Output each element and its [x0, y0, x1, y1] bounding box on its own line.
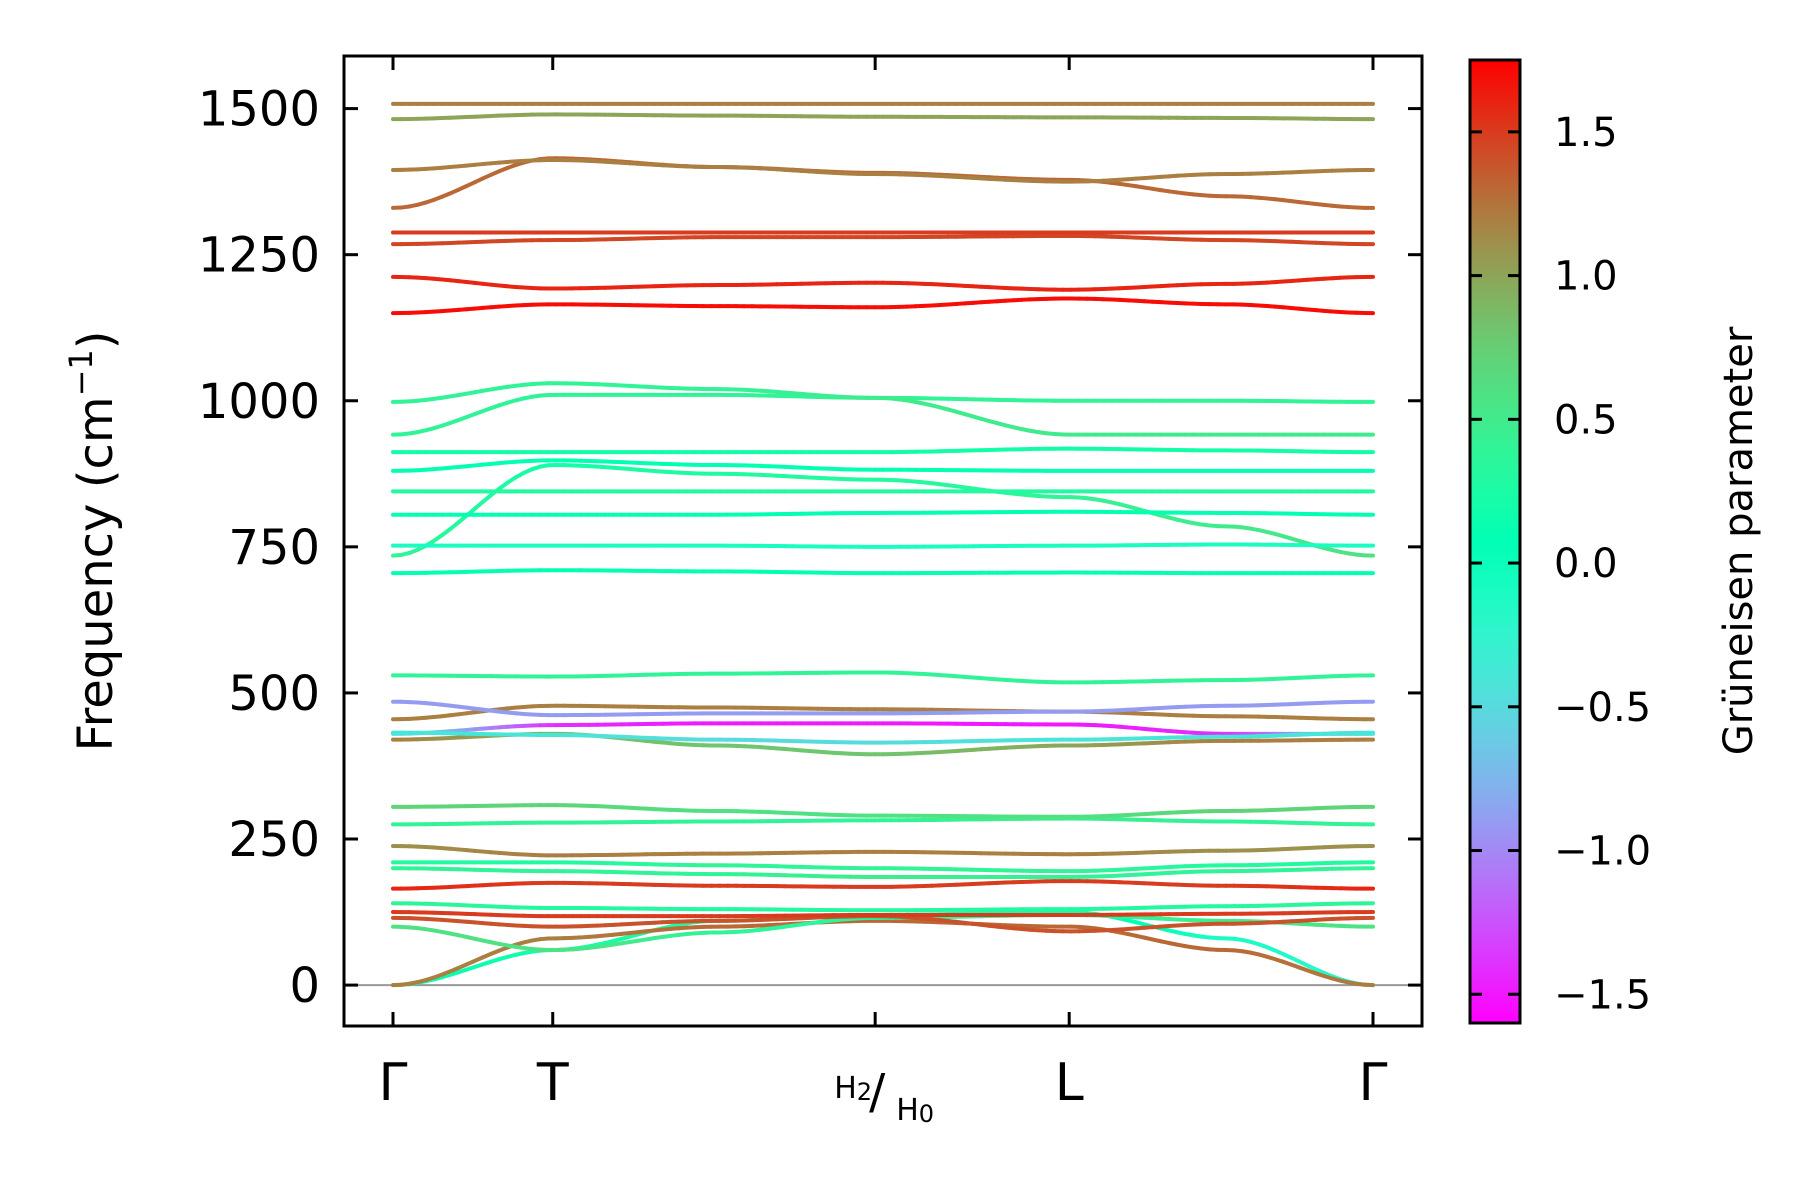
colorbar-tick-label: 0.0 [1554, 541, 1618, 587]
kpoint-label: T [536, 1053, 569, 1113]
kpoint-label-numerator: H2 [834, 1071, 872, 1106]
y-tick-label: 1250 [198, 228, 320, 284]
colorbar-tick-label: 0.5 [1554, 397, 1618, 443]
band-b30 [391, 233, 1375, 247]
band-b24 [391, 458, 1375, 473]
band-b15 [391, 730, 1375, 745]
kpoint-label-fraction: H2/ H0 [834, 1064, 934, 1128]
y-axis-label-base: Frequency (cm [68, 396, 124, 751]
kpoint-label: Γ [1359, 1053, 1388, 1113]
band-b25 [391, 446, 1375, 455]
band-b5 [391, 910, 1375, 919]
colorbar-tick-label: −1.5 [1554, 972, 1651, 1018]
kpoint-label-slash: / [869, 1064, 886, 1120]
kpoint-labels: Γ T H2/ H0 L Γ [379, 1053, 1388, 1128]
band-b9 [391, 860, 1375, 874]
colorbar-tick-label: 1.5 [1554, 110, 1618, 156]
band-b2 [391, 918, 1375, 988]
band-b7 [391, 879, 1375, 891]
y-tick-label: 250 [228, 812, 320, 868]
band-b33 [391, 158, 1375, 184]
kpoint-label-denominator: H0 [896, 1093, 934, 1128]
colorbar-title: Grüneisen parameter [1716, 326, 1762, 755]
y-tick-labels: 0 250 500 750 1000 1250 1500 [198, 82, 320, 1015]
band-b11 [391, 816, 1375, 827]
band-b22 [391, 509, 1375, 517]
band-b21 [391, 542, 1375, 549]
colorbar-ticks [1470, 130, 1520, 996]
colorbar-tick-label: 1.0 [1554, 254, 1618, 300]
band-b6 [391, 901, 1375, 913]
band-b18 [391, 670, 1375, 685]
y-tick-label: 1500 [198, 82, 320, 138]
band-b10 [391, 844, 1375, 858]
band-b8 [391, 866, 1375, 879]
colorbar [1468, 58, 1522, 1025]
band-b27 [391, 381, 1375, 437]
kpoint-label: Γ [379, 1053, 408, 1113]
colorbar-tick-label: −1.0 [1554, 829, 1651, 875]
band-b28 [391, 296, 1375, 316]
band-b34 [391, 112, 1375, 122]
colorbar-tick-label: −0.5 [1554, 685, 1651, 731]
colorbar-tick-labels: −1.5 −1.0 −0.5 0.0 0.5 1.0 1.5 [1554, 110, 1651, 1018]
y-axis-label-sup: −1 [62, 349, 100, 396]
y-tick-label: 500 [228, 666, 320, 722]
y-axis-label: Frequency (cm−1) [62, 330, 124, 751]
band-b29 [391, 274, 1375, 292]
y-axis-label-close: ) [68, 330, 124, 349]
axis-ticks [344, 56, 1422, 1026]
band-b17 [391, 699, 1375, 718]
band-b12 [391, 803, 1375, 819]
plot-frame [342, 54, 1424, 1028]
y-tick-label: 0 [289, 958, 320, 1014]
band-b19 [391, 568, 1375, 576]
plot-area [344, 56, 1422, 1026]
band-lines [391, 101, 1375, 988]
kpoint-label: L [1055, 1053, 1084, 1113]
y-tick-label: 1000 [198, 374, 320, 430]
y-tick-label: 750 [228, 520, 320, 576]
